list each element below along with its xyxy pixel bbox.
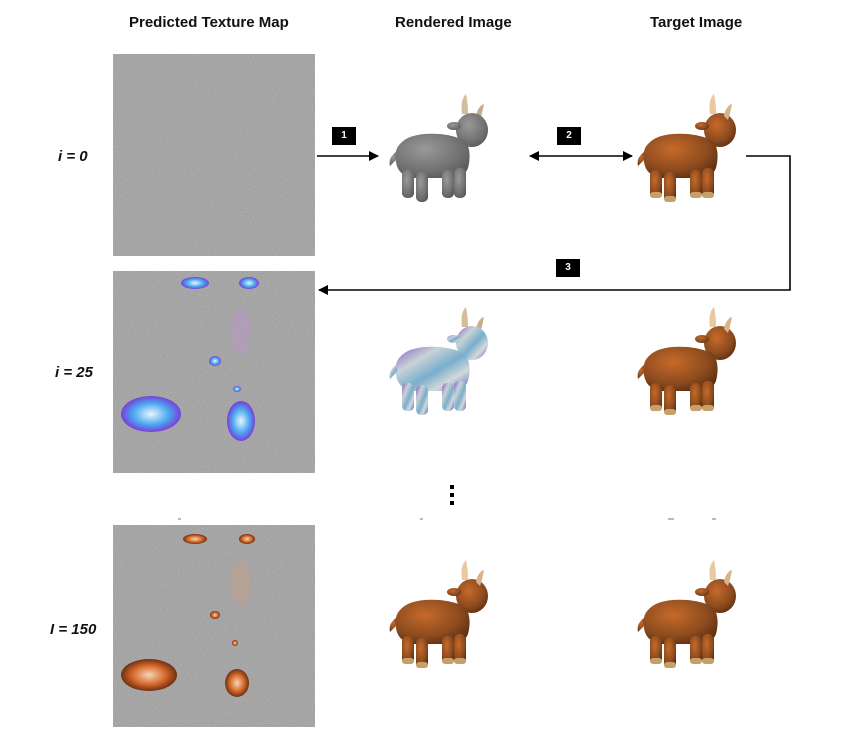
row-label-iteration-150: I = 150 [50, 621, 97, 638]
step-1-badge: 1 [332, 127, 356, 145]
vertical-ellipsis-icon [449, 485, 455, 511]
texture-map-iteration-25 [113, 271, 315, 473]
step-3-badge: 3 [556, 259, 580, 277]
faint-divider [420, 518, 423, 520]
faint-divider [712, 518, 716, 520]
header-rendered-image: Rendered Image [395, 14, 512, 31]
step-2-badge: 2 [557, 127, 581, 145]
arrow-feedback-to-texture [318, 155, 791, 295]
rendered-final-yak [389, 560, 488, 668]
header-target-image: Target Image [650, 14, 743, 31]
row-label-iteration-25: i = 25 [55, 364, 93, 381]
texture-map-noise [113, 54, 315, 256]
target-yak-row1 [637, 94, 736, 202]
target-yak-row3 [637, 560, 736, 668]
faint-divider [668, 518, 674, 520]
header-predicted-texture-map: Predicted Texture Map [129, 14, 289, 31]
faint-divider [178, 518, 181, 520]
target-yak-row2 [637, 307, 736, 415]
texture-map-iteration-150 [113, 525, 315, 727]
row-label-iteration-0: i = 0 [58, 148, 88, 165]
